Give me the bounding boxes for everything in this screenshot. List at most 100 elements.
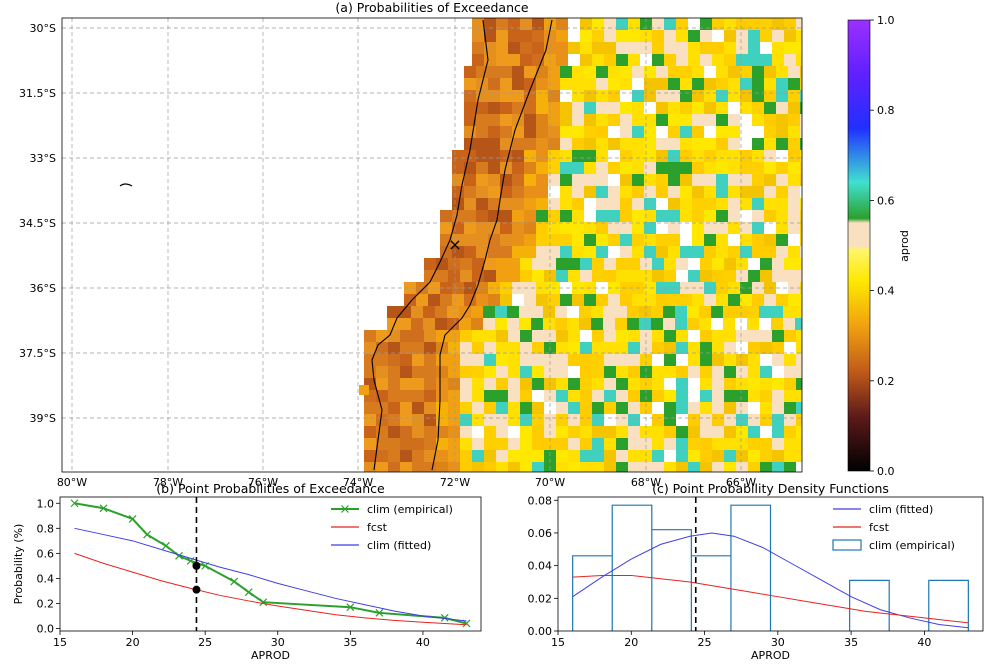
grid-cell	[584, 234, 596, 246]
grid-cell	[508, 414, 520, 426]
grid-cell	[520, 258, 532, 270]
grid-cell	[736, 258, 748, 270]
grid-cell	[784, 426, 796, 438]
grid-cell	[464, 198, 476, 210]
grid-cell	[448, 270, 460, 282]
grid-cell	[603, 306, 615, 318]
grid-cell	[736, 42, 748, 54]
grid-cell	[752, 90, 764, 102]
grid-cell	[712, 450, 724, 462]
grid-cell	[628, 342, 640, 354]
grid-cell	[620, 150, 632, 162]
grid-cell	[724, 426, 736, 438]
grid-cell	[424, 390, 436, 402]
grid-cell	[596, 234, 608, 246]
grid-cell	[700, 390, 712, 402]
grid-cell	[500, 186, 512, 198]
grid-cell	[616, 270, 628, 282]
grid-cell	[796, 366, 802, 378]
grid-cell	[596, 66, 608, 78]
grid-cell	[548, 222, 560, 234]
grid-cell	[560, 78, 572, 90]
grid-cell	[760, 270, 772, 282]
grid-cell	[736, 390, 748, 402]
grid-cell	[400, 438, 412, 450]
grid-cell	[500, 246, 512, 258]
grid-cell	[548, 90, 560, 102]
grid-cell	[772, 414, 784, 426]
grid-cell	[656, 66, 668, 78]
grid-cell	[616, 450, 628, 462]
grid-cell	[488, 282, 500, 294]
grid-cell	[700, 330, 712, 342]
grid-cell	[736, 378, 748, 390]
grid-cell	[692, 90, 704, 102]
grid-cell	[483, 306, 495, 318]
grid-cell	[556, 354, 568, 366]
x-tick-label: 25	[198, 636, 212, 649]
grid-cell	[628, 414, 640, 426]
map-title: (a) Probabilities of Exceedance	[335, 0, 528, 15]
grid-cell	[424, 330, 436, 342]
grid-cell	[664, 342, 676, 354]
grid-cell	[560, 162, 572, 174]
grid-cell	[400, 390, 412, 402]
grid-cell	[699, 306, 711, 318]
grid-cell	[512, 114, 524, 126]
grid-cell	[532, 366, 544, 378]
grid-cell	[728, 114, 740, 126]
grid-cell	[508, 462, 520, 472]
grid-cell	[520, 438, 532, 450]
grid-cell	[736, 330, 748, 342]
grid-cell	[688, 414, 700, 426]
grid-cell	[412, 462, 424, 472]
grid-cell	[471, 306, 483, 318]
grid-cell	[692, 174, 704, 186]
grid-cell	[668, 126, 680, 138]
grid-cell	[548, 294, 560, 306]
grid-cell	[680, 198, 692, 210]
grid-cell	[548, 102, 560, 114]
grid-cell	[668, 114, 680, 126]
grid-cell	[620, 222, 632, 234]
grid-cell	[532, 330, 544, 342]
grid-cell	[664, 450, 676, 462]
grid-cell	[452, 150, 464, 162]
grid-cell	[748, 330, 760, 342]
grid-cell	[580, 54, 592, 66]
grid-cell	[748, 414, 760, 426]
grid-cell	[488, 114, 500, 126]
grid-cell	[796, 258, 802, 270]
grid-cell	[776, 114, 788, 126]
grid-cell	[692, 150, 704, 162]
grid-cell	[800, 162, 802, 174]
grid-cell	[675, 318, 687, 330]
longitude-labels: 80°W 78°W 76°W 74°W 72°W 70°W 68°W 66°W	[57, 476, 756, 489]
grid-cell	[664, 462, 676, 472]
grid-cell	[500, 294, 512, 306]
grid-cell	[440, 294, 452, 306]
grid-cell	[664, 402, 676, 414]
grid-cell	[464, 114, 476, 126]
grid-cell	[472, 30, 484, 42]
x-tick-label: 35	[844, 636, 858, 649]
grid-cell	[560, 138, 572, 150]
grid-cell	[788, 162, 800, 174]
grid-cell	[364, 366, 376, 378]
grid-cell	[568, 258, 580, 270]
grid-cell	[476, 114, 488, 126]
grid-cell	[604, 30, 616, 42]
y-tick-label: 0.6	[37, 547, 55, 560]
grid-cell	[692, 198, 704, 210]
grid-cell	[596, 222, 608, 234]
grid-cell	[616, 366, 628, 378]
grid-cell	[436, 438, 448, 450]
longitude-label: 76°W	[248, 476, 278, 489]
grid-cell	[784, 342, 796, 354]
grid-cell	[536, 234, 548, 246]
grid-cell	[608, 222, 620, 234]
series-line	[74, 527, 467, 622]
grid-cell	[560, 198, 572, 210]
grid-cell	[712, 342, 724, 354]
observed-point	[192, 561, 201, 570]
